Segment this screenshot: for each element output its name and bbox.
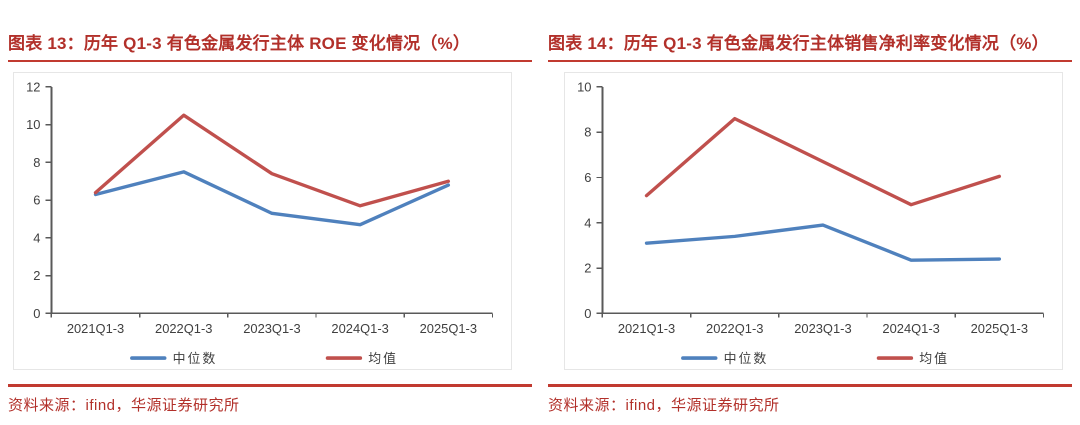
y-tick-label: 6 xyxy=(33,193,40,208)
figure-13-panel: 图表 13：历年 Q1-3 有色金属发行主体 ROE 变化情况（%） 0 2 4 6 8… xyxy=(8,5,532,425)
x-tick-label: 2022Q1-3 xyxy=(155,321,212,336)
figure-14-bottom-rule xyxy=(548,384,1072,387)
x-tick-label: 2022Q1-3 xyxy=(706,321,763,336)
legend-label-mean: 均值 xyxy=(919,351,949,366)
figure-14-source-note: 资料来源：ifind，华源证券研究所 xyxy=(548,397,780,414)
x-tick-label: 2025Q1-3 xyxy=(971,321,1028,336)
net-margin-line-chart: 0 2 4 6 8 10 2021Q1-3 2022Q1-3 2023Q1-3 2024Q1-3 2… xyxy=(577,79,1045,366)
figure-14-title: 图表 14：历年 Q1-3 有色金属发行主体销售净利率变化情况（%） xyxy=(548,34,1049,53)
legend-label-mean: 均值 xyxy=(368,351,398,366)
y-tick-label: 8 xyxy=(33,155,40,170)
y-tick-label: 8 xyxy=(584,125,591,140)
y-tick-label: 4 xyxy=(33,230,40,245)
figure-13-title: 图表 13：历年 Q1-3 有色金属发行主体 ROE 变化情况（%） xyxy=(8,34,471,53)
figure-13-bottom-rule xyxy=(8,384,532,387)
y-tick-label: 2 xyxy=(33,268,40,283)
y-tick-label: 2 xyxy=(584,261,591,276)
x-tick-label: 2024Q1-3 xyxy=(331,321,388,336)
figure-13-chart-box: 0 2 4 6 8 10 12 2021Q1-3 2022Q1-3 2023Q1-3 2024Q1-… xyxy=(13,72,512,370)
y-tick-label: 0 xyxy=(33,306,40,321)
y-tick-label: 10 xyxy=(26,117,40,132)
roe-line-chart: 0 2 4 6 8 10 12 2021Q1-3 2022Q1-3 2023Q1-3 2024Q1-… xyxy=(26,79,494,366)
x-tick-label: 2024Q1-3 xyxy=(882,321,939,336)
legend-label-median: 中位数 xyxy=(173,351,218,366)
x-tick-label: 2025Q1-3 xyxy=(420,321,477,336)
series-line-mean xyxy=(644,116,1002,207)
figure-13-title-underline xyxy=(8,60,532,62)
figure-14-chart-box: 0 2 4 6 8 10 2021Q1-3 2022Q1-3 2023Q1-3 2024Q1-3 2… xyxy=(564,72,1063,370)
figure-14-title-underline xyxy=(548,60,1072,62)
legend-label-median: 中位数 xyxy=(724,351,769,366)
y-tick-label: 0 xyxy=(584,306,591,321)
x-tick-label: 2023Q1-3 xyxy=(243,321,300,336)
figure-14-panel: 图表 14：历年 Q1-3 有色金属发行主体销售净利率变化情况（%） 0 2 4 6 8… xyxy=(548,5,1072,425)
figure-13-source-note: 资料来源：ifind，华源证券研究所 xyxy=(8,397,240,414)
series-line-mean xyxy=(93,113,451,208)
y-tick-label: 12 xyxy=(26,79,40,94)
series-line-median xyxy=(93,170,451,227)
x-tick-label: 2021Q1-3 xyxy=(618,321,675,336)
x-tick-label: 2021Q1-3 xyxy=(67,321,124,336)
x-tick-label: 2023Q1-3 xyxy=(794,321,851,336)
y-tick-label: 4 xyxy=(584,215,591,230)
y-tick-label: 6 xyxy=(584,170,591,185)
series-line-median xyxy=(644,223,1002,262)
y-tick-label: 10 xyxy=(577,79,591,94)
